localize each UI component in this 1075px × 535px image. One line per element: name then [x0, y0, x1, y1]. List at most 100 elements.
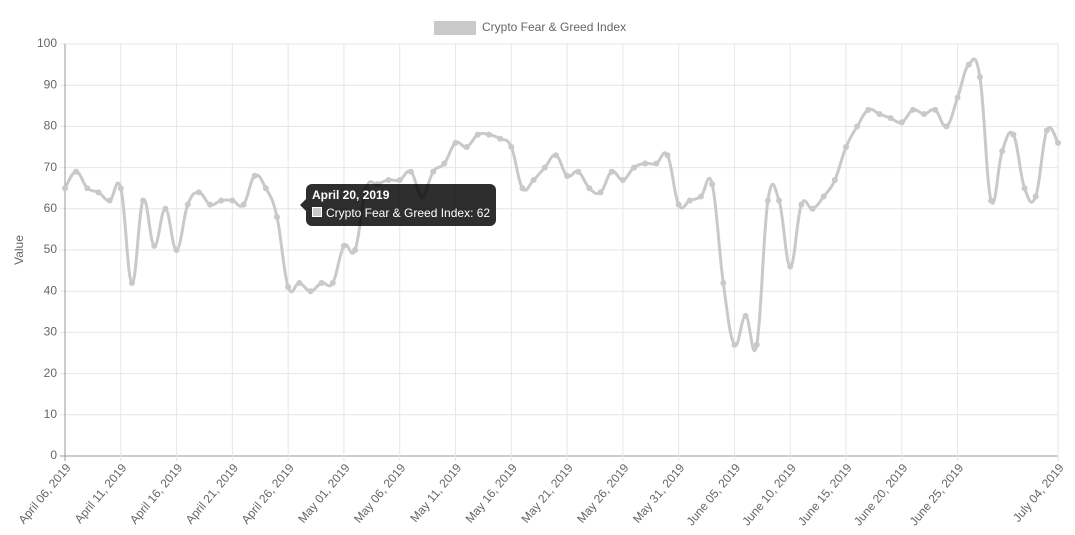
data-point [218, 197, 225, 204]
tooltip: April 20, 2019 Crypto Fear & Greed Index… [306, 184, 496, 226]
data-point [62, 185, 68, 192]
data-point [820, 193, 827, 200]
data-point [999, 148, 1006, 155]
legend-label[interactable]: Crypto Fear & Greed Index [482, 20, 626, 34]
data-point [519, 185, 526, 192]
y-tick-label: 70 [44, 160, 58, 174]
data-point [430, 168, 437, 175]
data-point [943, 123, 950, 130]
data-point [1032, 193, 1039, 200]
data-point [764, 197, 771, 204]
data-point [296, 279, 303, 286]
data-point [988, 197, 995, 204]
data-point [84, 185, 91, 192]
data-point [564, 172, 571, 179]
data-point [965, 61, 972, 68]
data-point [508, 144, 515, 150]
x-tick-label: May 01, 2019 [295, 461, 353, 526]
x-tick-label: May 11, 2019 [407, 461, 464, 525]
data-point [619, 176, 626, 183]
data-point [407, 168, 414, 175]
data-line [63, 57, 1060, 352]
data-point [151, 242, 158, 249]
data-point [865, 106, 872, 113]
data-point [140, 197, 147, 204]
data-point [162, 205, 169, 212]
data-point [697, 193, 704, 200]
data-point [474, 131, 481, 138]
y-tick-label: 20 [44, 366, 58, 380]
data-point [586, 185, 593, 192]
data-point [776, 197, 783, 204]
tooltip-label: Crypto Fear & Greed Index: 62 [326, 206, 491, 220]
data-point [887, 115, 894, 122]
data-point [552, 152, 559, 159]
tooltip-title: April 20, 2019 [312, 188, 390, 202]
data-point [932, 106, 939, 113]
legend-swatch[interactable] [434, 21, 476, 35]
data-point [452, 139, 459, 146]
data-point [352, 247, 359, 253]
data-point [731, 341, 738, 348]
x-tick-label: July 04, 2019 [1010, 461, 1067, 525]
data-point [608, 168, 615, 175]
data-point [251, 172, 258, 179]
data-point [854, 123, 861, 130]
data-point [106, 197, 113, 204]
data-point [787, 263, 794, 270]
data-point [742, 312, 749, 319]
x-tick-label: April 21, 2019 [183, 461, 242, 527]
data-point [229, 197, 236, 204]
tooltip-caret [300, 199, 306, 211]
data-point [642, 160, 649, 167]
x-tick-label: June 15, 2019 [795, 461, 855, 529]
data-point [340, 242, 347, 249]
data-point [664, 152, 671, 159]
data-point [173, 247, 180, 253]
data-point [798, 201, 805, 208]
x-tick-label: April 16, 2019 [127, 461, 186, 527]
x-tick-label: April 11, 2019 [72, 461, 130, 526]
data-point [485, 131, 492, 138]
data-point [117, 185, 124, 192]
data-point [530, 176, 537, 183]
data-point [709, 181, 716, 188]
data-point [675, 201, 682, 208]
data-point [441, 160, 448, 167]
x-tick-label: June 05, 2019 [684, 461, 744, 529]
y-tick-label: 100 [37, 36, 57, 50]
y-tick-label: 80 [44, 119, 58, 133]
x-tick-label: May 06, 2019 [351, 461, 409, 526]
y-tick-label: 90 [44, 77, 58, 91]
data-point [73, 168, 80, 175]
data-point [976, 73, 983, 80]
data-point [207, 201, 214, 208]
y-tick-label: 30 [44, 325, 58, 339]
data-point [307, 288, 314, 295]
data-point [1043, 127, 1050, 134]
y-tick-label: 60 [44, 201, 58, 215]
data-point [184, 201, 191, 208]
data-point [463, 144, 470, 150]
data-point [497, 135, 504, 142]
data-point [753, 341, 760, 348]
data-point [831, 176, 838, 183]
data-point [262, 185, 269, 192]
data-point [575, 168, 582, 175]
data-point [898, 119, 905, 126]
x-tick-label: April 06, 2019 [15, 461, 74, 527]
y-axis-title: Value [12, 235, 26, 265]
x-tick-label: May 16, 2019 [463, 461, 521, 526]
data-point [1021, 185, 1028, 192]
data-point [285, 284, 292, 291]
y-tick-label: 10 [44, 407, 58, 421]
data-point [909, 106, 916, 113]
data-point [631, 164, 638, 171]
data-point [195, 189, 202, 196]
data-point [921, 111, 928, 118]
x-tick-label: June 25, 2019 [907, 461, 967, 529]
data-point [240, 201, 247, 208]
y-tick-label: 50 [44, 242, 58, 256]
